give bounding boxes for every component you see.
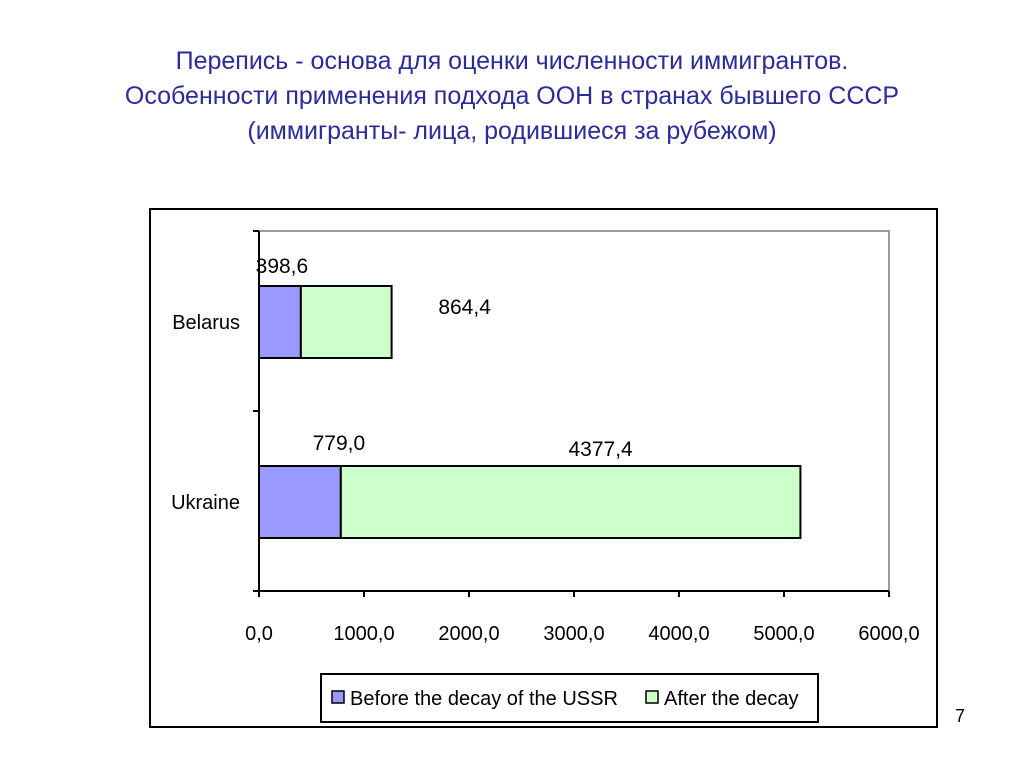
bar-ukraine-series-1	[258, 465, 342, 539]
category-label-belarus: Belarus	[172, 312, 240, 334]
category-label-ukraine: Ukraine	[171, 492, 240, 514]
stacked-bar-chart: 0,0 1000,0 2000,0 3000,0 4000,0 5000,0 6000,0 B…	[171, 230, 920, 723]
data-label: 398,6	[256, 255, 309, 278]
slide-title-line-2: Особенности применения подхода ООН в стр…	[124, 82, 900, 110]
legend-label-series-1: Before the decay of the USSR	[350, 688, 618, 710]
x-tick-label: 6000,0	[858, 623, 919, 645]
x-tick-label: 4000,0	[648, 623, 709, 645]
legend-swatch-series-2	[645, 690, 659, 704]
bar-ukraine-series-2	[339, 465, 802, 539]
slide-title-line-1: Перепись - основа для оценки численности…	[175, 47, 849, 75]
chart-frame: 0,0 1000,0 2000,0 3000,0 4000,0 5000,0 6000,0 B…	[149, 208, 938, 728]
plot-area-border	[259, 230, 890, 591]
x-tick-label: 2000,0	[438, 623, 499, 645]
x-tick-label: 1000,0	[333, 623, 394, 645]
slide-title-line-3: (иммигранты- лица, родившиеся за рубежом…	[247, 117, 777, 145]
legend-swatch-series-1	[331, 690, 345, 704]
slide-number: 7	[954, 706, 965, 726]
data-label: 4377,4	[568, 438, 633, 461]
data-label: 779,0	[313, 432, 366, 455]
x-tick-label: 5000,0	[753, 623, 814, 645]
bar-belarus-series-2	[299, 285, 393, 359]
x-tick-label: 0,0	[245, 623, 273, 645]
bar-belarus-series-1	[258, 285, 302, 359]
slide-title: Перепись - основа для оценки численности…	[40, 44, 984, 149]
chart-legend	[320, 673, 819, 723]
legend-label-series-2: After the decay	[664, 688, 799, 710]
x-tick-label: 3000,0	[543, 623, 604, 645]
data-label: 864,4	[438, 296, 491, 319]
